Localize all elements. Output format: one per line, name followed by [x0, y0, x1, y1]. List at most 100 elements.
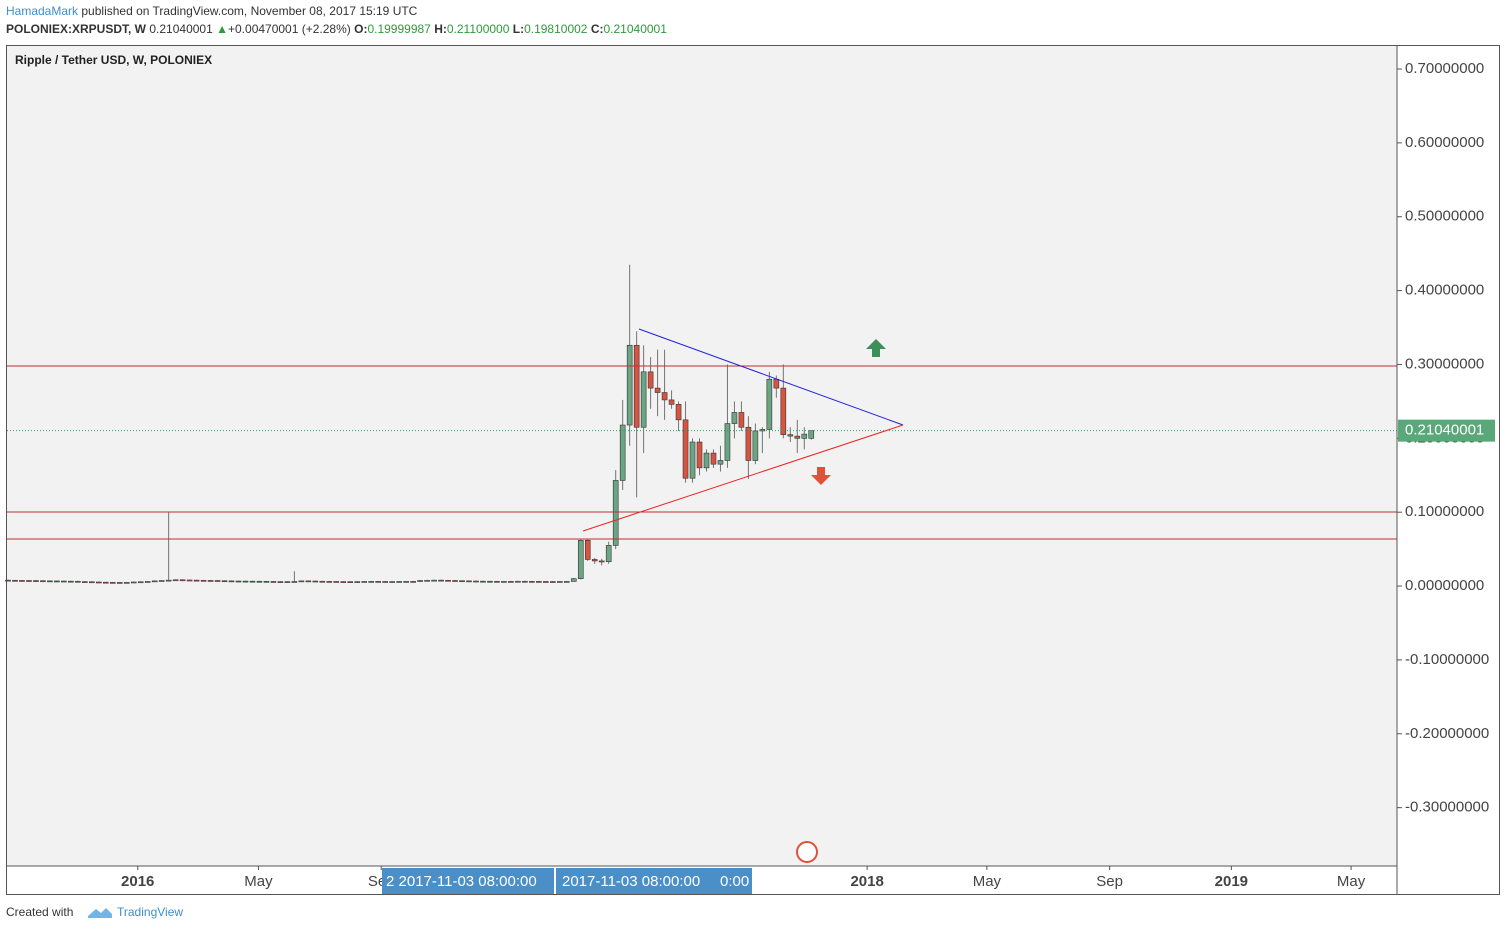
candle-body [82, 581, 88, 583]
o-label: O: [354, 22, 368, 36]
candle-body [312, 580, 319, 583]
candle-body [438, 579, 444, 582]
event-icon[interactable] [796, 841, 818, 863]
candle-body [640, 371, 647, 428]
candle-body [577, 539, 584, 579]
candle-body [305, 580, 312, 583]
candle-body [494, 581, 500, 583]
candle-body [801, 433, 808, 439]
c-label: C: [590, 22, 604, 36]
candle-body [179, 579, 186, 582]
y-tick-label: -0.10000000 [1405, 651, 1489, 668]
candle-body [354, 581, 361, 583]
candle-body [326, 581, 333, 583]
change: +0.00470001 (+2.28%) [228, 22, 351, 36]
candle-body [61, 580, 67, 583]
candle-body [480, 580, 486, 583]
x-tick-label: Sep [1096, 873, 1123, 890]
candle-body [431, 579, 437, 582]
candle-body [550, 581, 556, 583]
candle-body [703, 452, 710, 469]
candle-body [368, 581, 375, 583]
y-tick-label: 0.00000000 [1405, 577, 1484, 594]
y-tick-label: 0.70000000 [1405, 60, 1484, 77]
h-value: 0.21100000 [446, 22, 510, 36]
author[interactable]: HamadaMark [6, 4, 79, 18]
candle-body [235, 580, 242, 583]
candle-body [689, 441, 696, 479]
up-arrow [866, 339, 886, 357]
x-tick-label: 2019 [1215, 873, 1248, 890]
candle-body [319, 580, 326, 583]
candle-body [626, 344, 633, 426]
y-tick-label: -0.30000000 [1405, 799, 1489, 816]
o-value: 0.19999987 [367, 22, 431, 36]
chart-frame [6, 45, 1500, 895]
chart-title: Ripple / Tether USD, W, POLONIEX [15, 53, 212, 67]
arrow: ▲ [216, 22, 228, 36]
candle-body [410, 581, 416, 583]
candle-body [361, 581, 368, 583]
candle-body [214, 580, 221, 582]
candle-body [466, 580, 472, 583]
candle-body [710, 452, 717, 465]
candle-body [557, 581, 563, 583]
candle-body [375, 581, 381, 583]
candle-body [745, 426, 752, 461]
candle-body [584, 539, 591, 560]
candle-body [19, 580, 25, 582]
candle-body [249, 580, 256, 583]
l-value: 0.19810002 [524, 22, 588, 36]
candle-body [123, 582, 130, 584]
candle-body [696, 441, 703, 469]
x-tick-label: May [244, 873, 273, 890]
candle-body [172, 579, 179, 582]
candle-body [75, 580, 81, 583]
trend-line [582, 424, 904, 532]
candle-body [54, 580, 60, 583]
x-tick-label: 2016 [121, 873, 154, 890]
candle-body [26, 580, 32, 582]
candle-body [731, 412, 738, 424]
candle-body [508, 581, 514, 583]
candle-body [529, 581, 535, 583]
candle-body [96, 581, 102, 584]
candle-body [263, 581, 270, 583]
candle-body [794, 435, 801, 439]
candle-body [605, 545, 612, 562]
published: published on TradingView.com, November 0… [81, 4, 418, 18]
candle-body [612, 480, 619, 546]
candle-body [284, 581, 291, 583]
candle-body [333, 581, 340, 583]
candle-body [543, 581, 549, 583]
header-line: HamadaMark published on TradingView.com,… [6, 4, 417, 18]
c-value: 0.21040001 [603, 22, 667, 36]
candle-body [33, 580, 39, 582]
candle-body [752, 430, 759, 461]
candle-body [291, 581, 298, 583]
candle-body [340, 581, 347, 583]
candle-body [424, 579, 430, 582]
y-tick-label: -0.20000000 [1405, 725, 1489, 742]
candle-body [158, 580, 165, 582]
candle-body [536, 581, 542, 583]
candle-body [242, 580, 249, 583]
candle-body [661, 392, 668, 401]
footer-brand[interactable]: TradingView [117, 905, 183, 919]
candle-body [130, 581, 137, 584]
candle-body [68, 580, 74, 583]
candle-body [347, 581, 354, 583]
candle-body [193, 579, 200, 582]
candle-body [403, 581, 409, 583]
last-price-box [1398, 419, 1495, 442]
candle-body [633, 344, 640, 428]
candle-body [186, 579, 193, 582]
price-axis [1397, 46, 1499, 894]
candle-body [144, 581, 151, 583]
candle-body [766, 378, 773, 430]
candle-body [89, 581, 95, 584]
y-tick-label: 0.10000000 [1405, 503, 1484, 520]
candle-body [759, 429, 766, 432]
symbol: POLONIEX:XRPUSDT, W [6, 22, 147, 36]
